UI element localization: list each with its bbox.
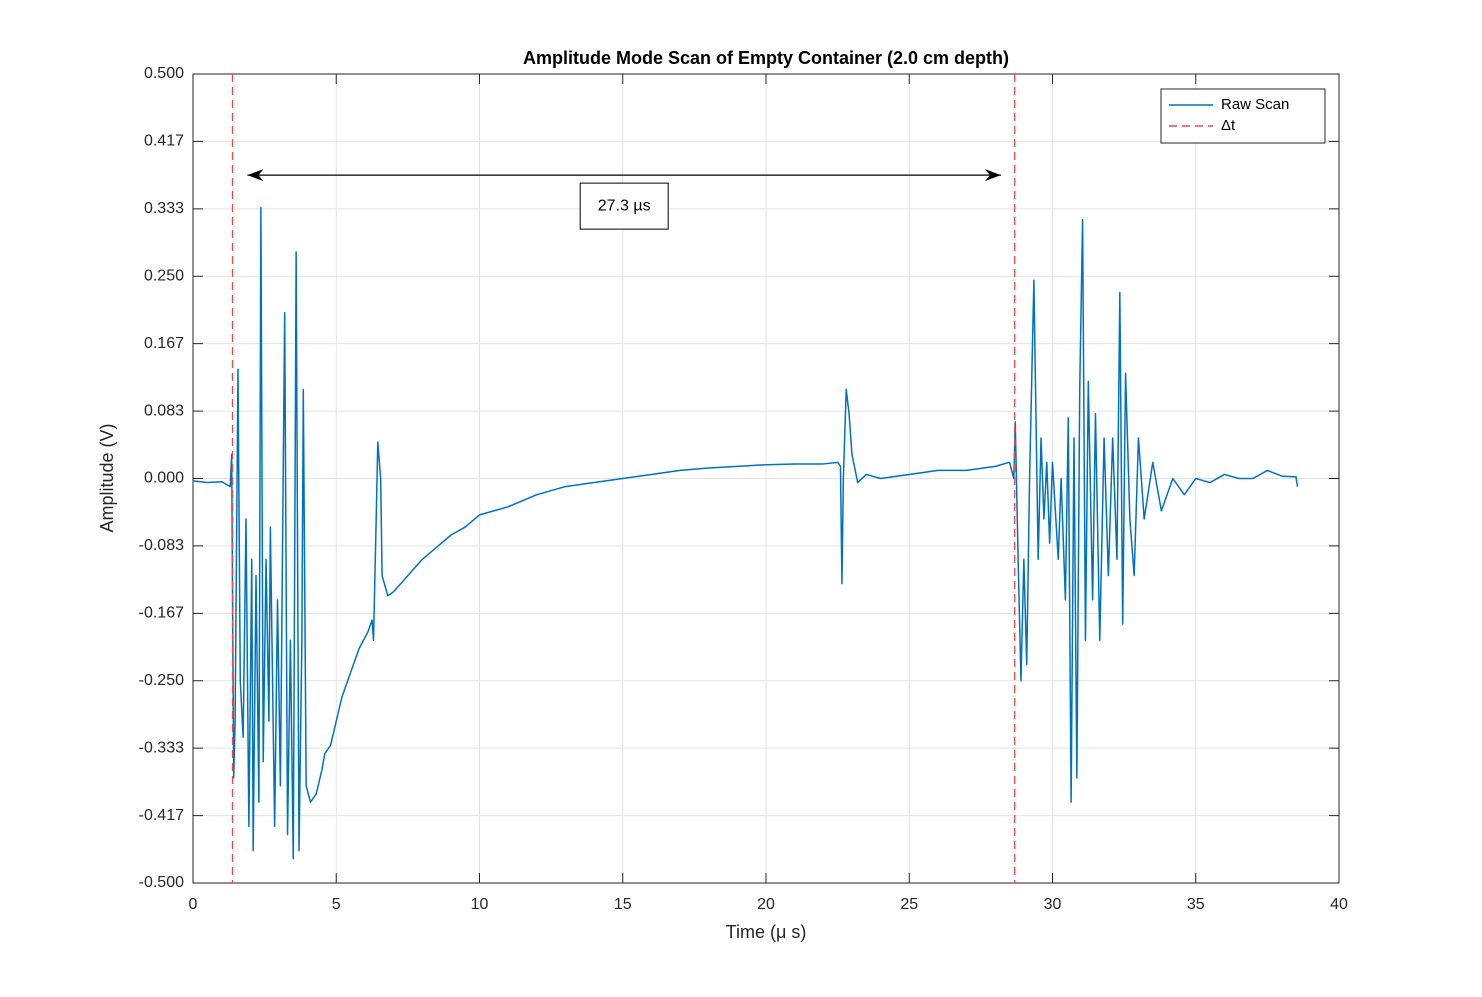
- y-tick-label: -0.083: [139, 537, 184, 554]
- y-tick-label: -0.417: [139, 807, 184, 824]
- arrow-head: [984, 169, 1001, 182]
- x-axis-label: Time (μ s): [726, 922, 807, 942]
- y-tick-label: 0.250: [144, 267, 184, 284]
- chart-title: Amplitude Mode Scan of Empty Container (…: [523, 48, 1009, 68]
- y-tick-label: 0.500: [144, 65, 184, 82]
- legend-label: Raw Scan: [1221, 96, 1289, 113]
- x-tick-label: 35: [1187, 896, 1205, 913]
- x-tick-label: 20: [757, 896, 775, 913]
- y-tick-label: -0.250: [139, 672, 184, 689]
- x-tick-label: 25: [900, 896, 918, 913]
- arrow-head: [247, 169, 264, 182]
- y-tick-label: 0.083: [144, 402, 184, 419]
- axes-box: [192, 73, 1340, 884]
- line-series: [192, 206, 1299, 860]
- legend-box: [1160, 88, 1326, 144]
- legend-label: Δt: [1221, 117, 1236, 134]
- x-tick-label: 0: [189, 896, 198, 913]
- x-tick-label: 5: [332, 896, 341, 913]
- annotation-box: [579, 182, 669, 230]
- y-tick-label: 0.000: [144, 470, 184, 487]
- y-tick-label: 0.333: [144, 200, 184, 217]
- y-tick-label: -0.500: [139, 874, 184, 891]
- y-tick-label: -0.167: [139, 605, 184, 622]
- x-tick-label: 40: [1330, 896, 1348, 913]
- x-tick-label: 30: [1044, 896, 1062, 913]
- y-tick-label: 0.417: [144, 133, 184, 150]
- x-tick-label: 10: [471, 896, 489, 913]
- annotation-text: 27.3 µs: [598, 197, 651, 214]
- y-tick-label: -0.333: [139, 739, 184, 756]
- y-tick-label: 0.167: [144, 335, 184, 352]
- y-axis-label: Amplitude (V): [97, 423, 117, 532]
- x-tick-label: 15: [614, 896, 632, 913]
